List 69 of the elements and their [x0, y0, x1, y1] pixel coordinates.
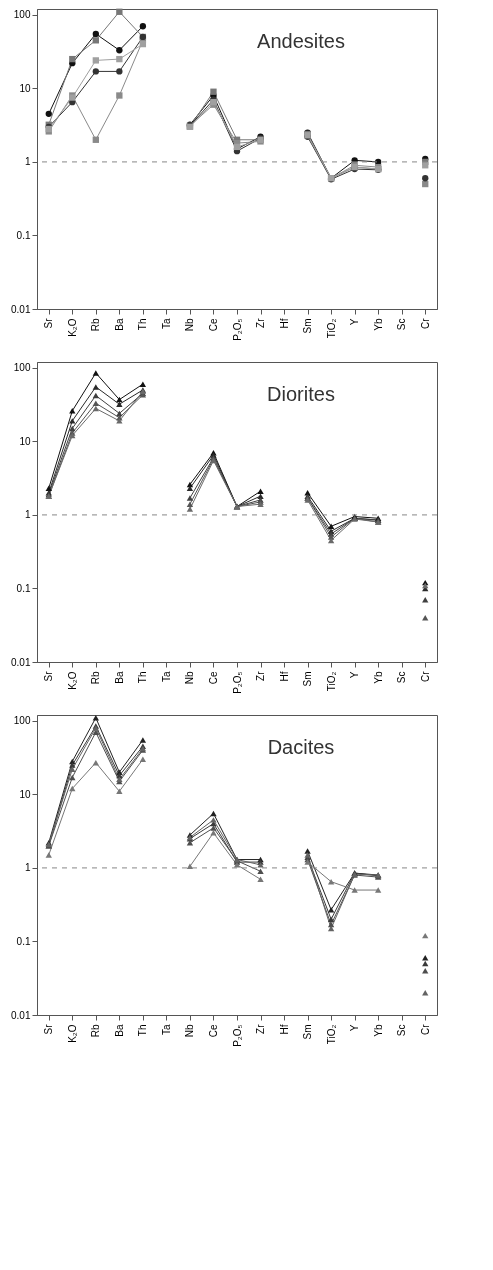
x-tick-label: Yb — [372, 1024, 384, 1037]
y-tick-label: 100 — [13, 362, 31, 374]
y-tick-label: 0.01 — [11, 656, 31, 668]
x-tick-label: Sr — [43, 1023, 55, 1035]
x-tick-label: Sr — [43, 670, 55, 682]
x-tick-label: TiO₂ — [325, 671, 337, 692]
x-tick-label: P₂O₅ — [231, 671, 243, 694]
x-tick-label: Ta — [160, 671, 172, 683]
x-tick-label: K₂O — [66, 1024, 78, 1043]
x-tick-label: Cr — [419, 317, 431, 330]
x-tick-label: Sr — [43, 317, 55, 329]
x-tick-label: Sc — [396, 1024, 408, 1037]
x-tick-label: Sc — [396, 318, 408, 331]
x-tick-label: Th — [137, 671, 149, 684]
x-tick-label: Sc — [396, 671, 408, 684]
x-tick-label: Sm — [302, 318, 314, 334]
x-tick-label: Rb — [90, 318, 102, 332]
x-tick-label: Y — [349, 318, 361, 326]
y-tick-label: 0.1 — [16, 229, 31, 241]
y-tick-label: 0.01 — [11, 303, 31, 315]
x-tick-label: Nb — [184, 1024, 196, 1038]
x-tick-label: Nb — [184, 671, 196, 685]
text: Dacites — [267, 736, 335, 758]
x-tick-label: Hf — [278, 671, 290, 682]
x-tick-label: Rb — [90, 671, 102, 685]
y-tick-label: 100 — [13, 9, 31, 21]
x-tick-label: P₂O₅ — [231, 318, 243, 341]
x-tick-label: K₂O — [66, 318, 78, 337]
x-tick-label: TiO₂ — [325, 1024, 337, 1045]
y-tick-label: 10 — [19, 435, 31, 447]
x-tick-label: Y — [349, 671, 361, 679]
x-tick-label: P₂O₅ — [231, 1024, 243, 1047]
x-tick-label: Cr — [419, 670, 431, 683]
x-tick-label: Sm — [302, 1024, 314, 1040]
x-tick-label: Hf — [278, 1024, 290, 1035]
x-tick-label: Th — [137, 1024, 149, 1037]
x-tick-label: Ba — [113, 318, 125, 331]
x-tick-label: Yb — [372, 318, 384, 331]
y-tick-label: 10 — [19, 82, 31, 94]
x-tick-label: Y — [349, 1024, 361, 1032]
x-tick-label: Hf — [278, 318, 290, 329]
x-tick-label: Yb — [372, 671, 384, 684]
x-tick-label: Th — [137, 318, 149, 331]
text: Diorites — [267, 383, 335, 405]
y-tick-label: 10 — [19, 788, 31, 800]
y-tick-label: 1 — [24, 862, 31, 874]
x-tick-label: Rb — [90, 1024, 102, 1038]
x-tick-label: Ta — [160, 1024, 172, 1036]
x-tick-label: Ce — [207, 671, 219, 685]
y-tick-label: 0.01 — [11, 1009, 31, 1021]
x-tick-label: Sm — [302, 671, 314, 687]
text: Andesites — [257, 30, 345, 52]
x-tick-label: Nb — [184, 318, 196, 332]
x-tick-label: Zr — [255, 317, 267, 328]
y-tick-label: 1 — [24, 156, 31, 168]
x-tick-label: Ce — [207, 1024, 219, 1038]
x-tick-label: K₂O — [66, 671, 78, 690]
x-tick-label: TiO₂ — [325, 318, 337, 339]
x-tick-label: Ba — [113, 671, 125, 684]
x-tick-label: Zr — [255, 670, 267, 681]
y-tick-label: 1 — [24, 509, 31, 521]
x-tick-label: Ta — [160, 318, 172, 330]
x-tick-label: Ce — [207, 318, 219, 332]
x-tick-label: Zr — [255, 1023, 267, 1034]
y-tick-label: 100 — [13, 715, 31, 727]
y-tick-label: 0.1 — [16, 582, 31, 594]
x-tick-label: Cr — [419, 1023, 431, 1036]
x-tick-label: Ba — [113, 1024, 125, 1037]
y-tick-label: 0.1 — [16, 935, 31, 947]
